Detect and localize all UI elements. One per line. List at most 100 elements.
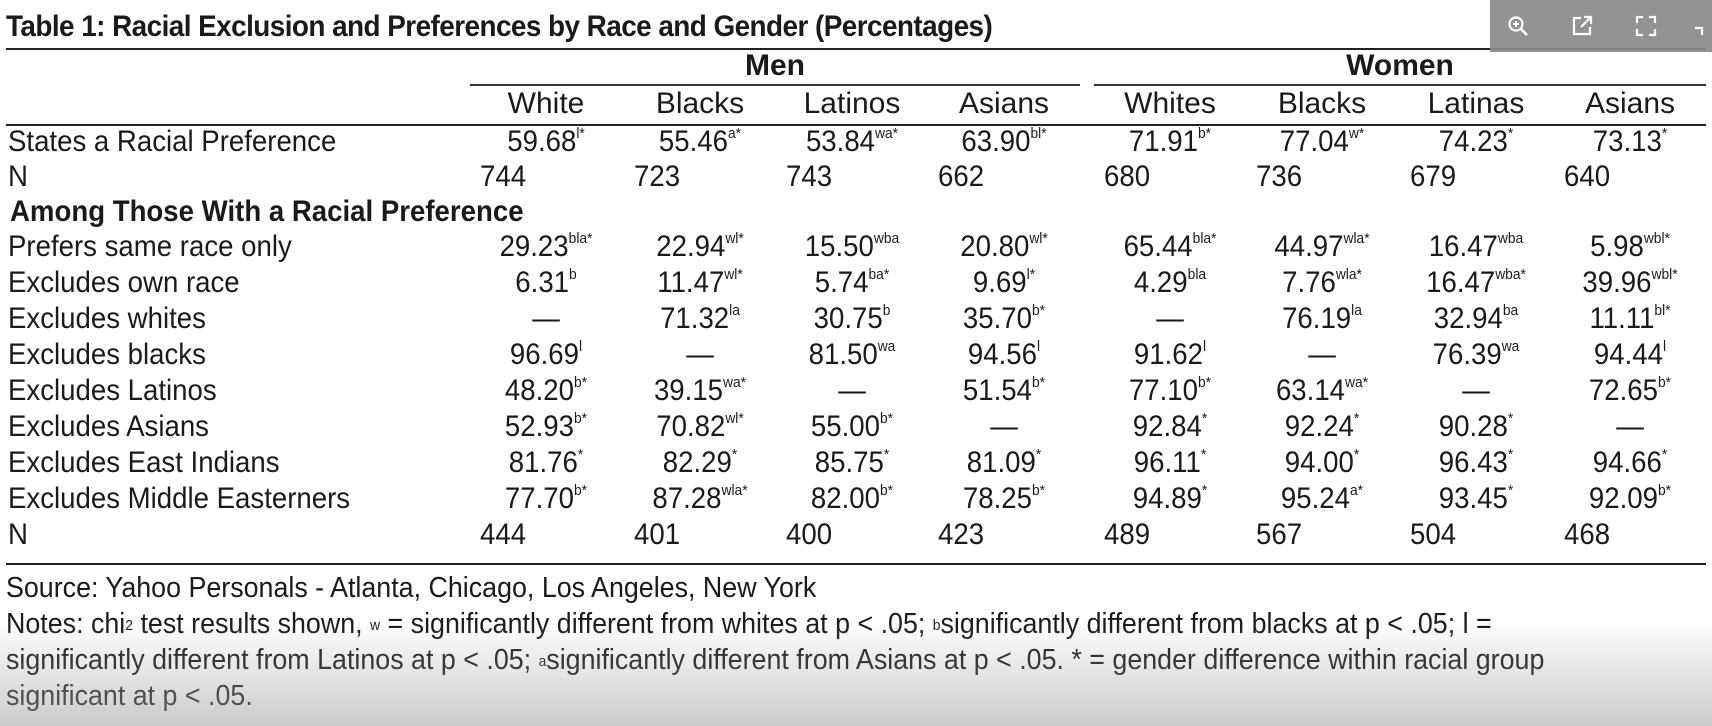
cell-value: 489 <box>1104 518 1151 551</box>
table-cell: 93.45* <box>1419 481 1533 517</box>
table-cell: — <box>1265 337 1379 373</box>
table-cell: 52.93b* <box>489 409 603 445</box>
cell-value: 5.98 <box>1590 230 1644 263</box>
significance-marker: b* <box>574 374 588 391</box>
table-cell: 6.31b <box>489 265 603 301</box>
cell-value: — <box>1308 338 1336 371</box>
significance-marker: bl* <box>1030 125 1047 142</box>
cell-value: 94.00 <box>1284 446 1354 479</box>
zoom-in-icon[interactable] <box>1500 8 1536 44</box>
significance-marker: wba <box>873 230 900 247</box>
significance-marker: la <box>729 302 740 319</box>
significance-marker: wla* <box>721 482 748 499</box>
table-cell: 16.47wba* <box>1419 265 1533 301</box>
cell-value: 55.00 <box>810 410 881 443</box>
header-rule <box>6 124 1706 126</box>
cell-value: 63.14 <box>1275 374 1346 407</box>
cell-value: 85.75 <box>814 446 884 479</box>
column-header: Latinas <box>1427 87 1525 120</box>
cell-value: 94.56 <box>967 338 1037 371</box>
significance-marker: b* <box>1198 374 1212 391</box>
table-cell: 96.69l <box>489 337 603 373</box>
cell-value: 16.47 <box>1426 266 1496 299</box>
significance-marker: * <box>1200 446 1207 463</box>
significance-marker: b* <box>574 410 588 427</box>
cell-value: 680 <box>1104 160 1151 193</box>
table-cell: — <box>489 301 603 337</box>
table-cell: 9.69l* <box>947 265 1061 301</box>
significance-marker: bla* <box>568 230 593 247</box>
n-value: 401 <box>634 517 680 553</box>
cell-value: 6.31 <box>515 266 570 299</box>
significance-marker: wl* <box>725 410 744 427</box>
table-cell: 85.75* <box>795 445 909 481</box>
significance-marker: b* <box>1658 482 1672 499</box>
table-cell: — <box>1419 373 1533 409</box>
cell-value: — <box>838 374 866 407</box>
cell-value: 679 <box>1410 160 1457 193</box>
n-value: 679 <box>1410 159 1456 195</box>
cell-value: 743 <box>786 160 833 193</box>
cell-value: 87.28 <box>652 482 722 515</box>
significance-marker: * <box>1201 482 1208 499</box>
minimize-icon[interactable] <box>1686 8 1712 44</box>
open-external-icon[interactable] <box>1564 8 1600 44</box>
table-cell: 81.50wa <box>795 337 909 373</box>
cell-value: 567 <box>1256 518 1303 551</box>
significance-marker: ba <box>1502 302 1519 319</box>
cell-value: 81.50 <box>808 338 878 371</box>
significance-marker: wba* <box>1495 266 1526 283</box>
significance-marker: l <box>1202 338 1207 355</box>
row-label: Excludes Middle Easterners <box>8 482 351 515</box>
row-label: Excludes whites <box>8 302 206 335</box>
significance-marker: * <box>1353 446 1360 463</box>
significance-marker: wa* <box>723 374 747 391</box>
table-cell: 81.09* <box>947 445 1061 481</box>
cell-value: 11.47 <box>657 266 725 299</box>
n-value: 736 <box>1256 159 1302 195</box>
notes-superscript: w <box>370 617 381 634</box>
significance-marker: wbl* <box>1643 230 1670 247</box>
cell-value: 736 <box>1256 160 1303 193</box>
cell-value: 78.25 <box>962 482 1033 515</box>
table-cell: 94.00* <box>1265 445 1379 481</box>
significance-marker: w* <box>1348 125 1365 142</box>
row-label: Excludes own race <box>8 266 240 299</box>
cell-value: 77.10 <box>1128 374 1199 407</box>
n-value: 723 <box>634 159 680 195</box>
column-header: White <box>507 87 585 120</box>
cell-value: 59.68 <box>507 125 577 158</box>
table-cell: 7.76wla* <box>1265 265 1379 301</box>
table-cell: 78.25b* <box>947 481 1061 517</box>
significance-marker: wl* <box>725 230 744 247</box>
table-cell: 35.70b* <box>947 301 1061 337</box>
cell-value: 96.69 <box>509 338 579 371</box>
table-cell: 22.94wl* <box>643 229 757 265</box>
cell-value: 81.76 <box>508 446 578 479</box>
significance-marker: a* <box>1350 482 1364 499</box>
table-cell: 20.80wl* <box>947 229 1061 265</box>
significance-marker: b* <box>880 482 894 499</box>
column-header: Blacks <box>655 87 745 120</box>
table-cell: 92.84* <box>1113 409 1227 445</box>
table-cell: 76.39wa <box>1419 337 1533 373</box>
cell-value: 51.54 <box>962 374 1033 407</box>
significance-marker: * <box>1507 125 1514 142</box>
significance-marker: la <box>1351 302 1362 319</box>
notes-text: significantly different from blacks at p… <box>940 608 1492 640</box>
n-value: 567 <box>1256 517 1302 553</box>
fullscreen-icon[interactable] <box>1628 8 1664 44</box>
notes-text: significant at p < .05. <box>6 680 253 712</box>
cell-value: 7.76 <box>1282 266 1336 299</box>
table-cell: 39.15wa* <box>643 373 757 409</box>
table-cell: 70.82wl* <box>643 409 757 445</box>
significance-marker: b* <box>1198 125 1212 142</box>
cell-value: 91.62 <box>1133 338 1203 371</box>
cell-value: 401 <box>634 518 681 551</box>
cell-value: 82.29 <box>662 446 732 479</box>
cell-value: 48.20 <box>504 374 575 407</box>
row-label: States a Racial Preference <box>8 125 337 158</box>
table-cell: — <box>947 409 1061 445</box>
table-cell: 87.28wla* <box>643 481 757 517</box>
cell-value: 55.46 <box>658 125 729 158</box>
